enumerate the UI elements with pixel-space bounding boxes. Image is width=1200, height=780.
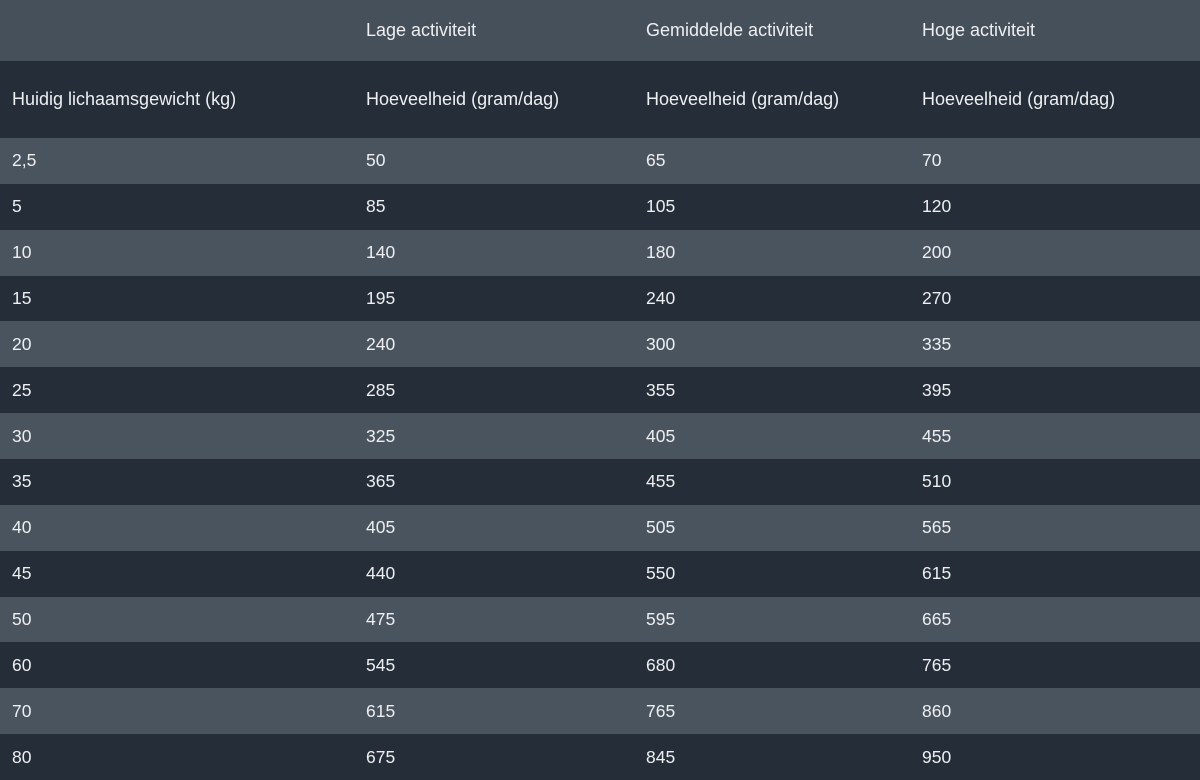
- amount-cell: 475: [366, 609, 396, 630]
- column-header-amount-high: Hoeveelheid (gram/dag): [922, 88, 1116, 109]
- weight-cell: 70: [12, 700, 32, 721]
- weight-cell: 50: [12, 609, 32, 630]
- column-header-row: Huidig lichaamsgewicht (kg) Hoeveelheid …: [0, 61, 1200, 138]
- amount-cell: 240: [646, 288, 676, 308]
- weight-cell: 60: [12, 654, 32, 675]
- table-row: 60 545 680 765: [0, 642, 1200, 689]
- amount-cell: 405: [646, 425, 676, 446]
- amount-cell: 105: [646, 196, 676, 217]
- amount-cell: 395: [922, 379, 952, 400]
- table-row: 20 240 300 335: [0, 321, 1200, 368]
- amount-cell: 85: [366, 196, 386, 217]
- table-row: 10 140 180 200: [0, 229, 1200, 276]
- weight-cell: 10: [12, 242, 32, 263]
- weight-cell: 2,5: [12, 150, 37, 171]
- table-row: 80 675 845 950: [0, 734, 1200, 780]
- amount-cell: 665: [922, 609, 952, 630]
- amount-cell: 845: [646, 746, 676, 767]
- table-row: 15 195 240 270: [0, 275, 1200, 322]
- amount-cell: 285: [366, 379, 396, 400]
- amount-cell: 300: [646, 333, 676, 354]
- amount-cell: 455: [922, 425, 952, 446]
- amount-cell: 860: [922, 700, 952, 721]
- weight-cell: 40: [12, 517, 32, 538]
- weight-cell: 30: [12, 425, 32, 446]
- weight-cell: 15: [12, 288, 32, 308]
- amount-cell: 565: [922, 517, 952, 538]
- table-row: 50 475 595 665: [0, 596, 1200, 643]
- table-row: 40 405 505 565: [0, 504, 1200, 551]
- activity-header-low: Lage activiteit: [366, 19, 477, 40]
- amount-cell: 140: [366, 242, 396, 263]
- amount-cell: 615: [366, 700, 396, 721]
- weight-cell: 25: [12, 379, 32, 400]
- activity-header-high: Hoge activiteit: [922, 19, 1036, 40]
- amount-cell: 765: [922, 654, 952, 675]
- amount-cell: 765: [646, 700, 676, 721]
- amount-cell: 70: [922, 150, 942, 171]
- amount-cell: 365: [366, 471, 396, 492]
- weight-cell: 35: [12, 471, 32, 492]
- amount-cell: 680: [646, 654, 676, 675]
- amount-cell: 120: [922, 196, 952, 217]
- table-body: 2,5 50 65 70 5 85 105 120 10 140 180 200 15 195 240 270…: [0, 138, 1200, 780]
- amount-cell: 615: [922, 563, 952, 584]
- column-header-weight: Huidig lichaamsgewicht (kg): [12, 88, 237, 109]
- amount-cell: 355: [646, 379, 676, 400]
- activity-header-medium: Gemiddelde activiteit: [646, 19, 814, 40]
- amount-cell: 675: [366, 746, 396, 767]
- table-row: 35 365 455 510: [0, 459, 1200, 505]
- table-row: 25 285 355 395: [0, 367, 1200, 414]
- amount-cell: 325: [366, 425, 396, 446]
- amount-cell: 50: [366, 150, 386, 171]
- amount-cell: 240: [366, 333, 396, 354]
- table-row: 70 615 765 860: [0, 688, 1200, 735]
- amount-cell: 200: [922, 242, 952, 263]
- weight-cell: 45: [12, 563, 32, 584]
- weight-cell: 20: [12, 333, 32, 354]
- amount-cell: 440: [366, 563, 396, 584]
- amount-cell: 595: [646, 609, 676, 630]
- weight-cell: 80: [12, 746, 32, 767]
- weight-cell: 5: [12, 196, 22, 217]
- amount-cell: 180: [646, 242, 676, 263]
- amount-cell: 65: [646, 150, 666, 171]
- amount-cell: 335: [922, 333, 952, 354]
- column-header-amount-low: Hoeveelheid (gram/dag): [366, 88, 560, 109]
- amount-cell: 950: [922, 746, 952, 767]
- activity-header-row: Lage activiteit Gemiddelde activiteit Ho…: [0, 0, 1200, 61]
- table-row: 5 85 105 120: [0, 183, 1200, 230]
- table-row: 2,5 50 65 70: [0, 138, 1200, 184]
- amount-cell: 550: [646, 563, 676, 584]
- column-header-amount-medium: Hoeveelheid (gram/dag): [646, 88, 840, 109]
- amount-cell: 195: [366, 288, 396, 308]
- amount-cell: 455: [646, 471, 676, 492]
- amount-cell: 270: [922, 288, 952, 308]
- amount-cell: 510: [922, 471, 952, 492]
- amount-cell: 545: [366, 654, 396, 675]
- table-row: 45 440 550 615: [0, 550, 1200, 597]
- table-row: 30 325 405 455: [0, 413, 1200, 460]
- amount-cell: 405: [366, 517, 396, 538]
- amount-cell: 505: [646, 517, 676, 538]
